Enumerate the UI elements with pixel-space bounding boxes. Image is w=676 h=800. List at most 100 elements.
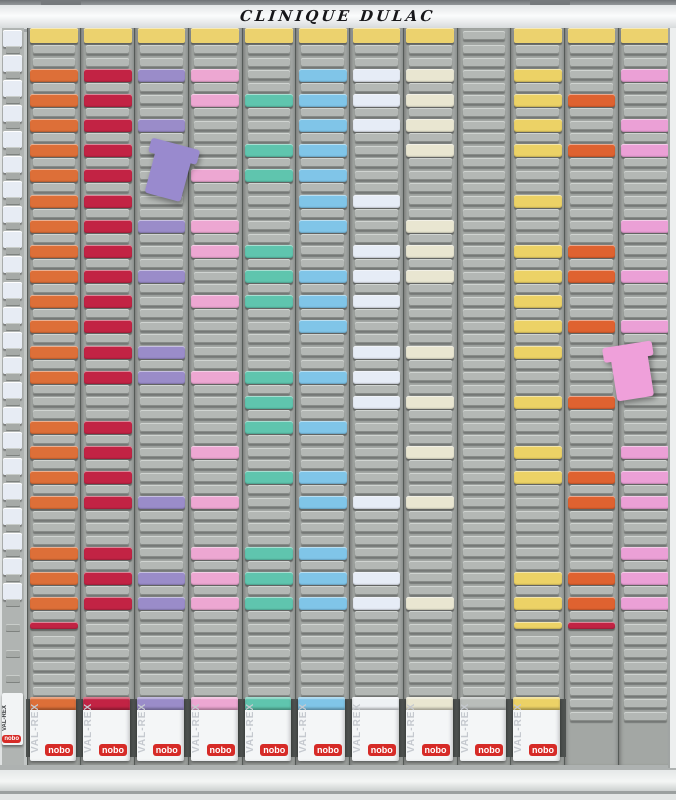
t-card[interactable] <box>621 496 669 510</box>
t-card[interactable] <box>567 571 616 585</box>
t-card[interactable] <box>83 194 132 208</box>
t-card[interactable] <box>406 93 454 107</box>
card-box[interactable]: VAL-REX nobo <box>137 697 184 761</box>
t-card[interactable] <box>567 471 616 485</box>
card-box[interactable]: VAL-REX nobo <box>352 697 399 761</box>
column-header-card[interactable] <box>245 28 293 43</box>
t-card[interactable] <box>30 597 78 611</box>
column-header-card[interactable] <box>83 28 132 43</box>
t-card[interactable] <box>567 93 616 107</box>
t-card[interactable] <box>406 68 454 82</box>
card-box[interactable]: VAL-REX nobo <box>513 697 560 761</box>
t-card[interactable] <box>567 270 616 284</box>
t-card[interactable] <box>30 119 78 133</box>
t-card[interactable] <box>245 93 293 107</box>
t-card[interactable] <box>83 169 132 183</box>
t-card[interactable] <box>298 93 347 107</box>
t-card[interactable] <box>245 370 293 384</box>
t-card[interactable] <box>191 571 239 585</box>
t-card[interactable] <box>352 345 401 359</box>
t-card[interactable] <box>30 571 78 585</box>
t-card[interactable] <box>621 320 669 334</box>
t-card[interactable] <box>298 270 347 284</box>
t-card[interactable] <box>406 270 454 284</box>
index-card[interactable] <box>3 80 22 98</box>
t-card[interactable] <box>567 622 616 630</box>
t-card[interactable] <box>30 68 78 82</box>
t-card[interactable] <box>513 295 562 309</box>
card-box[interactable]: VAL-REX nobo <box>190 697 238 761</box>
t-card[interactable] <box>191 496 239 510</box>
t-card[interactable] <box>298 496 347 510</box>
t-card[interactable] <box>406 219 454 233</box>
t-card[interactable] <box>245 270 293 284</box>
t-card[interactable] <box>513 320 562 334</box>
t-card[interactable] <box>191 219 239 233</box>
t-card[interactable] <box>621 446 669 460</box>
t-card[interactable] <box>298 471 347 485</box>
t-card[interactable] <box>191 446 239 460</box>
t-card[interactable] <box>83 546 132 560</box>
t-card[interactable] <box>352 119 401 133</box>
t-card[interactable] <box>245 169 293 183</box>
t-card[interactable] <box>298 194 347 208</box>
t-card[interactable] <box>298 597 347 611</box>
t-card[interactable] <box>352 93 401 107</box>
t-card[interactable] <box>191 295 239 309</box>
column-header-card[interactable] <box>298 28 347 43</box>
t-card[interactable] <box>298 144 347 158</box>
card-box[interactable]: VAL-REX nobo <box>298 697 345 761</box>
t-card[interactable] <box>30 546 78 560</box>
t-card[interactable] <box>298 546 347 560</box>
t-card[interactable] <box>406 244 454 258</box>
t-card[interactable] <box>621 571 669 585</box>
t-card[interactable] <box>30 244 78 258</box>
t-card[interactable] <box>621 119 669 133</box>
t-card[interactable] <box>245 395 293 409</box>
index-card[interactable] <box>3 306 22 324</box>
t-card[interactable] <box>352 270 401 284</box>
t-card[interactable] <box>406 144 454 158</box>
t-card[interactable] <box>83 471 132 485</box>
t-card[interactable] <box>406 395 454 409</box>
t-card[interactable] <box>30 345 78 359</box>
index-card[interactable] <box>3 356 22 374</box>
t-card[interactable] <box>567 320 616 334</box>
t-card[interactable] <box>513 144 562 158</box>
t-card[interactable] <box>30 496 78 510</box>
index-card[interactable] <box>3 256 22 274</box>
t-card[interactable] <box>191 68 239 82</box>
t-card[interactable] <box>298 295 347 309</box>
t-card[interactable] <box>406 119 454 133</box>
t-card[interactable] <box>352 496 401 510</box>
t-card[interactable] <box>30 219 78 233</box>
index-card[interactable] <box>3 533 22 550</box>
t-card[interactable] <box>513 194 562 208</box>
t-card[interactable] <box>191 169 239 183</box>
t-card[interactable] <box>513 93 562 107</box>
index-card[interactable] <box>3 30 22 47</box>
t-card[interactable] <box>621 219 669 233</box>
t-card[interactable] <box>352 194 401 208</box>
t-card[interactable] <box>83 219 132 233</box>
t-card[interactable] <box>298 370 347 384</box>
index-card[interactable] <box>3 331 22 349</box>
index-card[interactable] <box>3 482 22 500</box>
t-card[interactable] <box>191 370 239 384</box>
card-box[interactable]: VAL-REX nobo <box>405 697 453 761</box>
t-card[interactable] <box>83 496 132 510</box>
t-card[interactable] <box>621 144 669 158</box>
t-card[interactable] <box>621 270 669 284</box>
t-card[interactable] <box>137 119 186 133</box>
t-card[interactable] <box>83 119 132 133</box>
t-card[interactable] <box>137 370 186 384</box>
column-header-card[interactable] <box>513 28 562 43</box>
t-card[interactable] <box>137 219 186 233</box>
index-card[interactable] <box>3 55 22 73</box>
t-card[interactable] <box>245 471 293 485</box>
t-card[interactable] <box>83 144 132 158</box>
t-card[interactable] <box>137 68 186 82</box>
t-card[interactable] <box>298 320 347 334</box>
t-card[interactable] <box>352 597 401 611</box>
t-card[interactable] <box>621 68 669 82</box>
